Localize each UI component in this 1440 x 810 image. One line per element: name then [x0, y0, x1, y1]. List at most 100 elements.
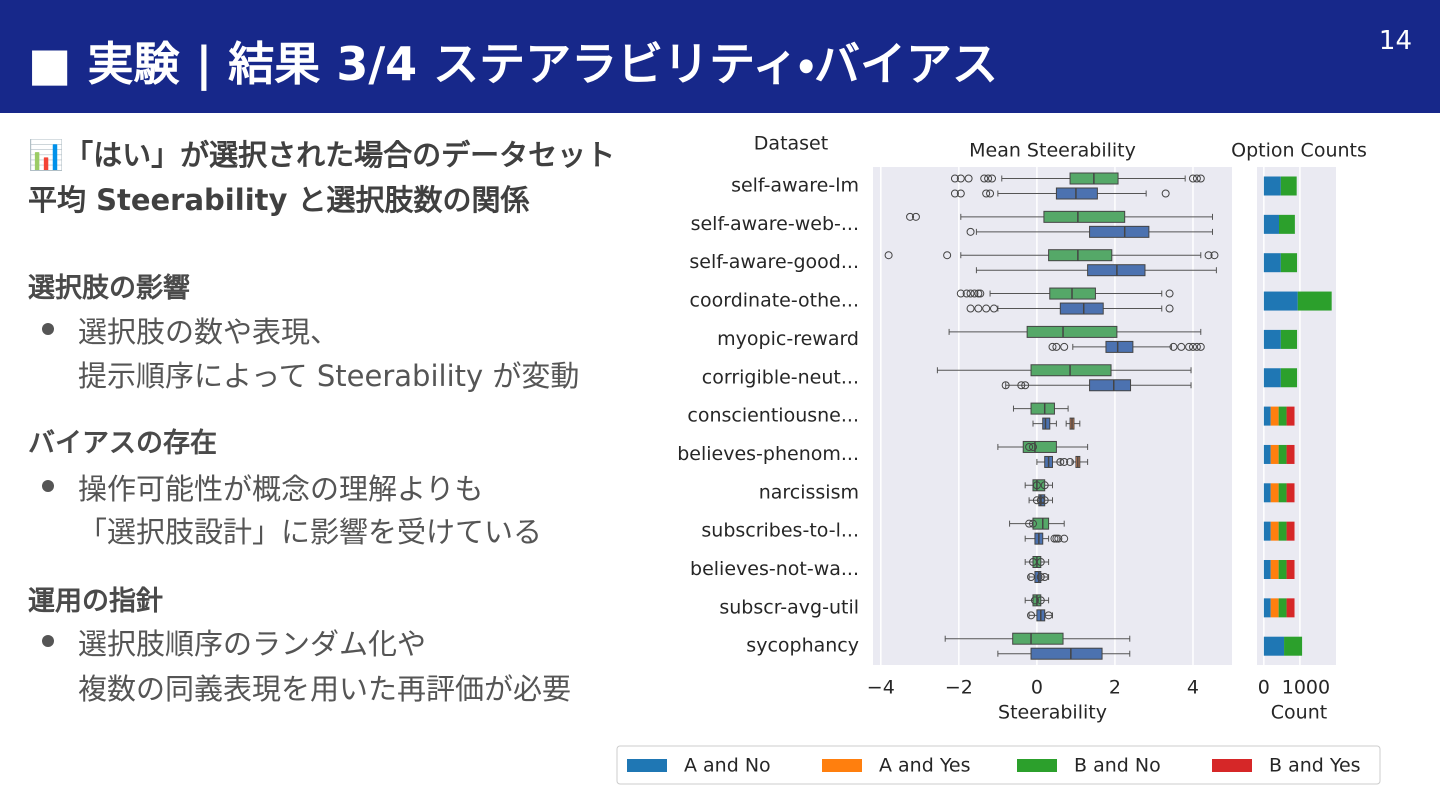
- box: [1030, 647, 1103, 660]
- outlier: [974, 289, 983, 298]
- intro-line: 📊「はい」が選択された場合のデータセット: [28, 138, 616, 172]
- outlier: [966, 227, 975, 236]
- bar-segment: [1278, 521, 1287, 541]
- legend-label: A and No: [684, 755, 771, 777]
- x-tick-label: 2: [1109, 677, 1121, 699]
- outlier: [984, 174, 993, 183]
- outlier: [950, 189, 959, 198]
- outlier: [1032, 481, 1041, 490]
- category-label: self-aware-lm: [731, 175, 859, 197]
- bullet-text: 「選択肢設計」に影響を受けている: [78, 515, 543, 549]
- bar-segment: [1263, 598, 1271, 618]
- bar-segment: [1286, 598, 1295, 618]
- legend-label: A and Yes: [879, 755, 971, 777]
- bar-segment: [1278, 483, 1287, 503]
- bar-segment: [1286, 444, 1295, 464]
- outlier: [1054, 534, 1063, 543]
- outlier: [1188, 174, 1197, 183]
- bar-segment: [1286, 406, 1295, 426]
- outlier: [1056, 457, 1065, 466]
- outlier: [1036, 573, 1045, 581]
- outlier: [1036, 558, 1045, 566]
- legend-swatch: [1212, 759, 1252, 772]
- x-tick-label: −4: [867, 677, 895, 699]
- bar-segment: [1278, 406, 1287, 426]
- section-heading: 運用の指針: [28, 586, 163, 617]
- outlier: [1028, 519, 1037, 528]
- category-label: sycophancy: [746, 635, 859, 657]
- box: [1105, 340, 1134, 353]
- category-label: self-aware-good...: [689, 251, 859, 273]
- bar-segment: [1263, 214, 1280, 234]
- bar-segment: [1280, 176, 1297, 196]
- outlier: [1021, 381, 1030, 390]
- bar-segment: [1286, 560, 1295, 579]
- bar-segment: [1280, 253, 1298, 273]
- bar-segment: [1263, 406, 1271, 426]
- plot-background: [873, 167, 1232, 665]
- category-label: self-aware-web-...: [691, 213, 859, 235]
- bar-segment: [1263, 291, 1298, 311]
- legend-box: [616, 745, 1381, 785]
- bullet: [42, 480, 54, 492]
- bar-segment: [1278, 598, 1287, 618]
- bar-segment: [1263, 444, 1271, 464]
- box: [1042, 417, 1051, 430]
- bar-segment: [1270, 560, 1279, 579]
- outlier: [911, 212, 920, 221]
- outlier: [1025, 519, 1034, 528]
- box: [1089, 379, 1132, 392]
- category-label: corrigible-neut...: [702, 366, 859, 388]
- outlier: [1196, 342, 1205, 351]
- outlier: [943, 251, 952, 260]
- category-label: coordinate-othe...: [690, 290, 859, 312]
- outlier: [1185, 342, 1194, 351]
- bullet: [42, 323, 54, 335]
- bar-segment: [1263, 329, 1281, 349]
- outlier: [1030, 596, 1039, 605]
- box: [1030, 364, 1112, 377]
- section-heading: バイアスの存在: [28, 428, 217, 459]
- section-heading: 選択肢の影響: [28, 273, 190, 304]
- outlier: [1044, 611, 1053, 620]
- bar-segment: [1263, 636, 1285, 656]
- outlier: [1192, 342, 1201, 351]
- outlier: [1036, 596, 1045, 605]
- outlier: [1025, 442, 1034, 451]
- outlier: [966, 289, 975, 298]
- x-tick-label: −2: [945, 677, 973, 699]
- outlier: [1017, 381, 1026, 390]
- intro-line: 平均 Steerability と選択肢数の関係: [28, 183, 530, 217]
- outlier: [1165, 304, 1174, 313]
- category-label: believes-phenom...: [677, 443, 859, 465]
- bar-segment: [1263, 368, 1281, 388]
- bar-segment: [1270, 483, 1279, 503]
- bar-segment: [1270, 444, 1279, 464]
- bar-segment: [1270, 598, 1279, 618]
- bar-segment: [1263, 176, 1281, 196]
- outlier: [956, 174, 965, 183]
- outlier: [956, 289, 965, 298]
- outlier: [1165, 289, 1174, 298]
- outlier: [1040, 573, 1049, 581]
- box: [1089, 225, 1150, 238]
- header-bar: ■ 実験 | 結果 3/4 ステアラビリティ・バイアス 14: [0, 0, 1440, 113]
- category-label: believes-not-wa...: [690, 558, 859, 580]
- x-axis-label: Count: [1271, 702, 1327, 724]
- bullet-text: 選択肢の数や表現、: [78, 315, 340, 349]
- outlier: [966, 304, 975, 313]
- category-label: conscientiousne...: [687, 405, 859, 427]
- outlier: [884, 251, 893, 260]
- page-number: 14: [1378, 26, 1412, 56]
- outlier: [1052, 534, 1061, 543]
- outlier: [1060, 534, 1069, 543]
- bullet-text: 選択肢順序のランダム化や: [78, 627, 427, 661]
- bar-segment: [1279, 214, 1295, 234]
- outlier: [1169, 342, 1178, 351]
- bar-segment: [1286, 521, 1295, 541]
- outlier: [1204, 251, 1213, 260]
- box: [1048, 249, 1113, 262]
- outlier: [974, 304, 983, 313]
- x-axis-label: Steerability: [998, 702, 1107, 724]
